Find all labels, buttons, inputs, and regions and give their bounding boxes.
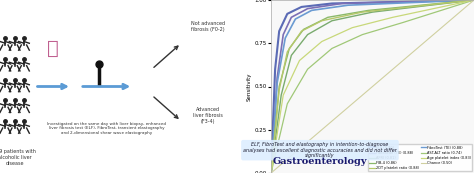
Text: Gastroenterology: Gastroenterology <box>273 157 367 166</box>
Text: Advanced
liver fibrosis
(F3-4): Advanced liver fibrosis (F3-4) <box>193 107 223 124</box>
FancyArrowPatch shape <box>154 46 178 67</box>
Text: ELF, FibroTest and elastography in intention-to-diagnose
analyses had excellent : ELF, FibroTest and elastography in inten… <box>243 142 397 158</box>
FancyArrowPatch shape <box>82 84 128 89</box>
Text: Not advanced
fibrosis (F0-2): Not advanced fibrosis (F0-2) <box>191 21 225 31</box>
FancyArrowPatch shape <box>154 97 178 118</box>
Y-axis label: Sensitivity: Sensitivity <box>247 72 252 101</box>
FancyArrowPatch shape <box>37 84 66 89</box>
Legend: ELF (0.90), FibroScan (TE) (0.88), APRI (0.81), FIB-4 (0.86), 2DT platelet ratio: ELF (0.90), FibroScan (TE) (0.88), APRI … <box>368 144 472 171</box>
Text: 289 patients with
alcoholic liver
disease: 289 patients with alcoholic liver diseas… <box>0 149 36 166</box>
Text: Investigated on the same day with liver biopsy, enhanced
liver fibrosis test (EL: Investigated on the same day with liver … <box>47 122 166 135</box>
Text: 🫀: 🫀 <box>47 39 59 58</box>
